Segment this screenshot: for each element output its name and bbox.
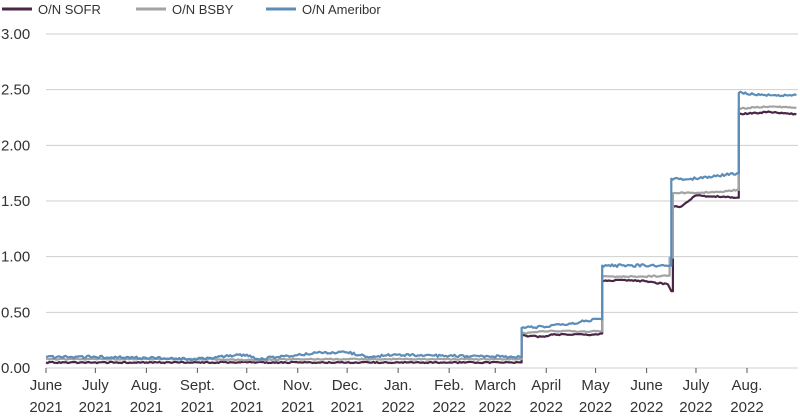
x-tick-label: Aug. xyxy=(131,377,162,394)
y-tick-label: 1.00 xyxy=(1,249,30,266)
x-tick-label: Sept. xyxy=(180,377,215,394)
legend-label: O/N SOFR xyxy=(38,2,101,17)
series-line-o-n-bsby xyxy=(45,105,797,362)
grid xyxy=(46,33,798,369)
x-tick-label: May xyxy=(581,377,610,394)
x-tick-label: 2022 xyxy=(630,399,663,416)
legend-label: O/N Ameribor xyxy=(302,2,381,17)
x-tick-label: 2022 xyxy=(479,399,512,416)
x-tick-label: 2022 xyxy=(579,399,612,416)
x-tick-label: April xyxy=(531,377,561,394)
x-tick-label: 2021 xyxy=(281,399,314,416)
x-tick-label: July xyxy=(82,377,109,394)
x-tick-label: Oct. xyxy=(233,377,261,394)
y-tick-label: 2.00 xyxy=(1,137,30,154)
x-tick-label: June xyxy=(30,377,63,394)
x-tick-label: Jan. xyxy=(384,377,412,394)
x-tick-label: July xyxy=(683,377,710,394)
series-line-o-n-ameribor xyxy=(45,90,797,362)
x-tick-label: Feb. xyxy=(434,377,464,394)
x-tick-label: June xyxy=(630,377,663,394)
x-tick-label: 2021 xyxy=(230,399,263,416)
x-tick-label: March xyxy=(474,377,516,394)
x-tick-label: 2021 xyxy=(130,399,163,416)
x-tick-label: 2021 xyxy=(181,399,214,416)
y-axis: 0.00 0.50 1.00 1.50 2.00 2.50 3.00 xyxy=(1,26,30,377)
x-axis: June 2021 July 2021 Aug. 2021 Sept. 2021 Oct. 202… xyxy=(29,368,764,416)
y-tick-label: 2.50 xyxy=(1,82,30,99)
x-tick-label: Aug. xyxy=(732,377,763,394)
x-tick-label: 2022 xyxy=(679,399,712,416)
y-tick-label: 1.50 xyxy=(1,193,30,210)
y-tick-label: 3.00 xyxy=(1,26,30,43)
legend-label: O/N BSBY xyxy=(172,2,234,17)
x-tick-label: Dec. xyxy=(332,377,363,394)
x-tick-label: 2021 xyxy=(79,399,112,416)
x-tick-label: 2022 xyxy=(530,399,563,416)
series-line-o-n-sofr xyxy=(45,110,797,365)
series-layer xyxy=(45,90,797,365)
x-tick-label: 2022 xyxy=(381,399,414,416)
x-tick-label: 2021 xyxy=(29,399,62,416)
y-tick-label: 0.50 xyxy=(1,304,30,321)
y-tick-label: 0.00 xyxy=(1,360,30,377)
x-tick-label: Nov. xyxy=(283,377,313,394)
legend: O/N SOFR O/N BSBY O/N Ameribor xyxy=(2,2,381,17)
x-tick-label: 2022 xyxy=(432,399,465,416)
x-tick-label: 2022 xyxy=(730,399,763,416)
x-tick-label: 2021 xyxy=(330,399,363,416)
